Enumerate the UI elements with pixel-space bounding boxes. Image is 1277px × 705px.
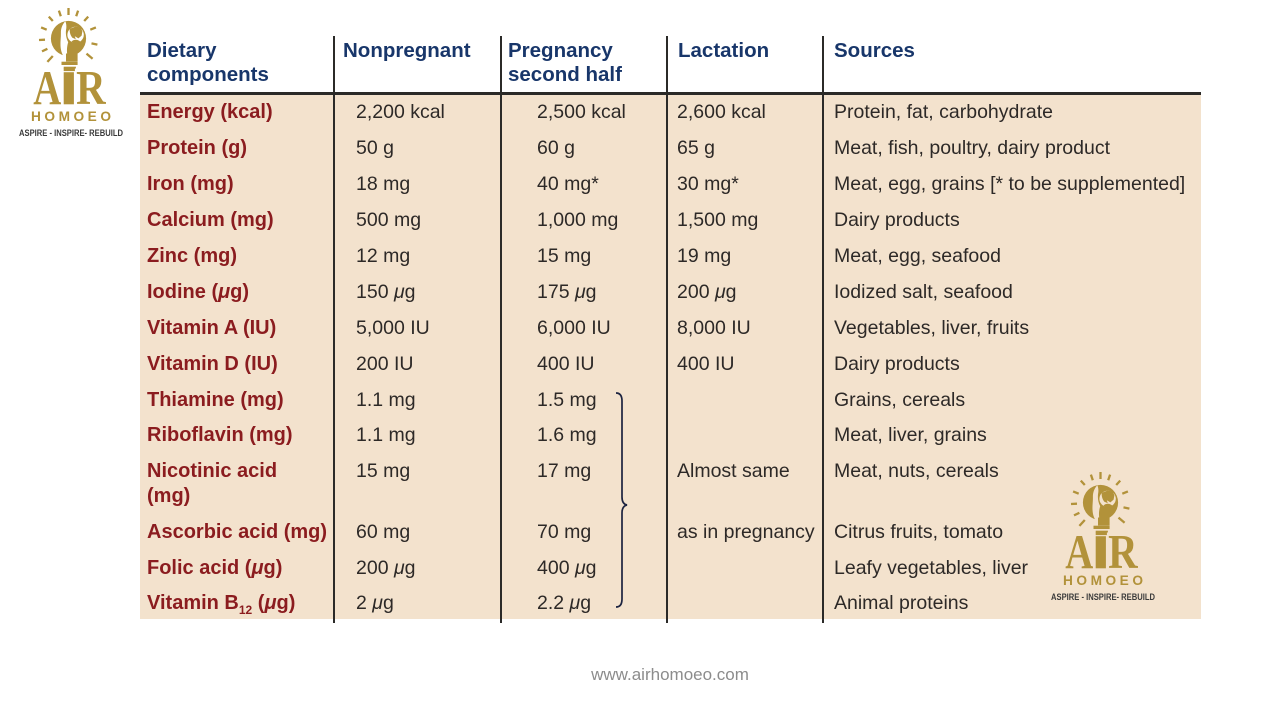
svg-text:R: R bbox=[76, 60, 106, 115]
svg-text:A: A bbox=[1065, 524, 1093, 579]
svg-text:ASPIRE - INSPIRE- REBUILD: ASPIRE - INSPIRE- REBUILD bbox=[19, 128, 123, 136]
svg-text:ASPIRE - INSPIRE- REBUILD: ASPIRE - INSPIRE- REBUILD bbox=[1051, 592, 1155, 600]
svg-text:A: A bbox=[33, 60, 61, 115]
svg-text:R: R bbox=[1108, 524, 1138, 579]
